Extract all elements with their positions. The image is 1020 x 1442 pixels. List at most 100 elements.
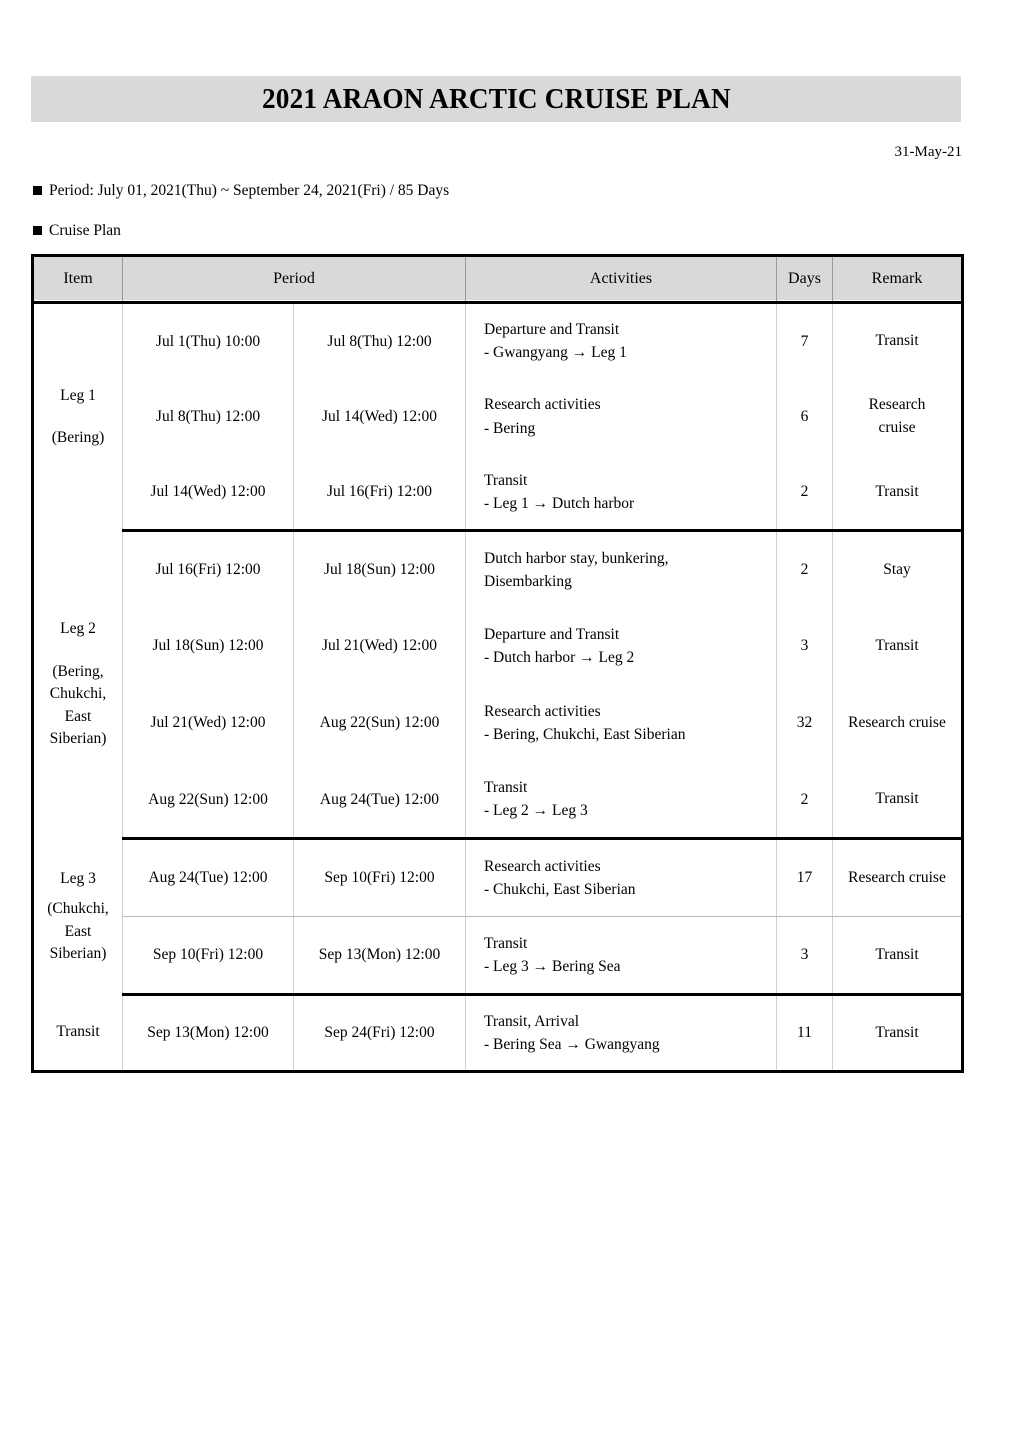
activity-detail: - Leg 2 → Leg 3 bbox=[484, 802, 588, 820]
table-row: Jul 21(Wed) 12:00 Aug 22(Sun) 12:00 Resear… bbox=[33, 684, 963, 762]
activities-cell: Transit - Leg 1 → Dutch harbor bbox=[465, 454, 777, 532]
period-start-cell: Sep 10(Fri) 12:00 bbox=[122, 916, 294, 996]
days-cell: 11 bbox=[776, 994, 833, 1073]
activity-detail: - Chukchi, East Siberian bbox=[484, 881, 636, 898]
item-leg-name: Leg 3 bbox=[60, 869, 96, 887]
remark-cell: Transit bbox=[875, 332, 919, 350]
activity-title: Transit bbox=[484, 934, 528, 952]
table-row: Sep 10(Fri) 12:00 Sep 13(Mon) 12:00 Transi… bbox=[33, 916, 963, 996]
column-header-item: Item bbox=[32, 255, 123, 304]
days-cell: 3 bbox=[776, 916, 833, 996]
remark-cell: Research cruise bbox=[833, 379, 963, 455]
days-cell: 2 bbox=[776, 454, 833, 532]
activities-cell: Transit - Leg 2 → Leg 3 bbox=[465, 761, 777, 840]
period-end-cell: Jul 18(Sun) 12:00 bbox=[293, 530, 466, 608]
page-title: 2021 ARAON ARCTIC CRUISE PLAN bbox=[261, 82, 731, 115]
item-leg-name: Leg 1 bbox=[60, 386, 96, 404]
item-region-label: (Bering) bbox=[51, 429, 105, 447]
item-cell: Leg 1 (Bering) bbox=[32, 302, 123, 531]
period-start-cell: Jul 14(Wed) 12:00 bbox=[122, 454, 294, 532]
item-cell: Leg 3 (Chukchi, East Siberian) bbox=[32, 838, 123, 995]
period-start-cell: Sep 13(Mon) 12:00 bbox=[122, 994, 294, 1073]
days-cell: 32 bbox=[776, 684, 833, 762]
activity-detail: - Leg 1 → Dutch harbor bbox=[484, 494, 635, 512]
table-header-row: Item Period Activities Days Remark bbox=[32, 255, 963, 304]
activities-cell: Transit, Arrival - Bering Sea → Gwangyang bbox=[465, 994, 777, 1073]
period-start-cell: Aug 22(Sun) 12:00 bbox=[122, 761, 294, 840]
table-row: Aug 22(Sun) 12:00 Aug 24(Tue) 12:00 Transi… bbox=[33, 761, 963, 840]
cruise-plan-line: Cruise Plan bbox=[33, 221, 121, 240]
remark-line: Research bbox=[868, 396, 926, 414]
period-end-cell: Jul 16(Fri) 12:00 bbox=[293, 454, 466, 532]
remark-cell: Transit bbox=[832, 761, 963, 840]
activity-title: Research activities bbox=[484, 857, 601, 875]
activity-detail: - Bering Sea → Gwangyang bbox=[484, 1036, 660, 1053]
table-row: Jul 18(Sun) 12:00 Jul 21(Wed) 12:00 Depart… bbox=[33, 607, 963, 685]
activity-detail: Disembarking bbox=[484, 572, 572, 590]
item-cell: Leg 2 (Bering, Chukchi, East Siberian) bbox=[32, 530, 123, 839]
column-header-days: Days bbox=[776, 255, 833, 304]
column-header-remark: Remark bbox=[832, 255, 963, 304]
activity-title: Transit, Arrival bbox=[484, 1012, 580, 1030]
days-cell: 2 bbox=[776, 761, 833, 840]
days-cell: 6 bbox=[776, 378, 833, 455]
days-cell: 17 bbox=[776, 838, 833, 917]
remark-cell: Transit bbox=[875, 636, 919, 654]
table-row: Leg 2 (Bering, Chukchi, East Siberian) Jul… bbox=[32, 530, 963, 839]
table-header: Item Period Activities Days Remark bbox=[32, 255, 963, 304]
item-region-label: (Chukchi, East Siberian) bbox=[47, 900, 109, 962]
period-end-cell: Sep 24(Fri) 12:00 bbox=[293, 994, 466, 1073]
period-end-cell: Sep 13(Mon) 12:00 bbox=[293, 916, 466, 996]
item-leg-name: Transit bbox=[56, 1023, 100, 1041]
period-start-cell: Jul 18(Sun) 12:00 bbox=[122, 607, 294, 685]
period-end-cell: Sep 10(Fri) 12:00 bbox=[293, 838, 466, 917]
activity-title: Research activities bbox=[484, 702, 601, 720]
days-cell: 7 bbox=[776, 302, 833, 379]
cruise-plan-table: Item Period Activities Days Remark Leg 1… bbox=[31, 254, 964, 1073]
table-body: Leg 1 (Bering) Jul 1(Thu) 10:00 Jul 8(Thu) … bbox=[32, 302, 963, 1073]
remark-cell: Transit bbox=[832, 916, 963, 996]
period-end-cell: Jul 21(Wed) 12:00 bbox=[293, 607, 466, 685]
activity-title: Departure and Transit bbox=[484, 321, 620, 338]
activity-detail: - Dutch harbor → Leg 2 bbox=[484, 649, 635, 666]
table-row: Leg 3 (Chukchi, East Siberian) Aug 24(Tue)… bbox=[32, 838, 963, 995]
remark-cell: Research cruise bbox=[848, 713, 946, 731]
activities-cell: Research activities - Chukchi, East Siber… bbox=[465, 838, 777, 917]
period-line: Period: July 01, 2021(Thu) ~ September 2… bbox=[33, 181, 449, 200]
activities-cell: Dutch harbor stay, bunkering, Disembarkin… bbox=[465, 530, 777, 608]
activities-cell: Research activities - Bering bbox=[465, 378, 777, 455]
period-start-cell: Jul 16(Fri) 12:00 bbox=[122, 530, 294, 608]
activity-title: Dutch harbor stay, bunkering, bbox=[484, 549, 669, 567]
period-start-cell: Jul 21(Wed) 12:00 bbox=[122, 684, 294, 762]
days-cell: 3 bbox=[776, 607, 833, 685]
activity-title: Transit bbox=[484, 471, 528, 489]
item-region-label: (Bering, Chukchi, East Siberian) bbox=[49, 662, 107, 748]
period-text: Period: July 01, 2021(Thu) ~ September 2… bbox=[49, 182, 450, 199]
item-leg-name: Leg 2 bbox=[60, 620, 96, 638]
days-cell: 2 bbox=[776, 530, 833, 608]
activity-title: Research activities bbox=[484, 396, 601, 414]
period-end-cell: Jul 8(Thu) 12:00 bbox=[293, 302, 466, 379]
activities-cell: Transit - Leg 3 → Bering Sea bbox=[465, 916, 777, 996]
column-header-period: Period bbox=[122, 255, 466, 304]
activity-title: Departure and Transit bbox=[484, 625, 620, 643]
period-end-cell: Aug 24(Tue) 12:00 bbox=[293, 761, 466, 840]
item-cell: Transit bbox=[32, 994, 123, 1073]
activity-detail: - Bering bbox=[484, 419, 536, 437]
remark-cell: Transit bbox=[832, 994, 963, 1073]
document-date: 31-May-21 bbox=[894, 144, 963, 160]
table-row: Leg 1 (Bering) Jul 1(Thu) 10:00 Jul 8(Thu) … bbox=[32, 302, 963, 531]
table-row: Transit Sep 13(Mon) 12:00 Sep 24(Fri) 12:0… bbox=[32, 994, 963, 1073]
cruise-plan-label: Cruise Plan bbox=[49, 222, 121, 239]
period-start-cell: Jul 8(Thu) 12:00 bbox=[122, 378, 294, 455]
period-end-cell: Jul 14(Wed) 12:00 bbox=[293, 378, 466, 455]
activity-detail: - Leg 3 → Bering Sea bbox=[484, 958, 621, 975]
remark-line: cruise bbox=[878, 418, 916, 436]
activity-detail: - Gwangyang → Leg 1 bbox=[484, 344, 627, 362]
activities-cell: Departure and Transit - Gwangyang → Leg 1 bbox=[465, 302, 777, 379]
bullet-square-icon bbox=[33, 186, 42, 196]
period-start-cell: Jul 1(Thu) 10:00 bbox=[122, 302, 294, 379]
column-header-activities: Activities bbox=[465, 255, 777, 304]
activities-cell: Departure and Transit - Dutch harbor → Le… bbox=[465, 607, 777, 685]
remark-cell: Stay bbox=[883, 560, 911, 578]
